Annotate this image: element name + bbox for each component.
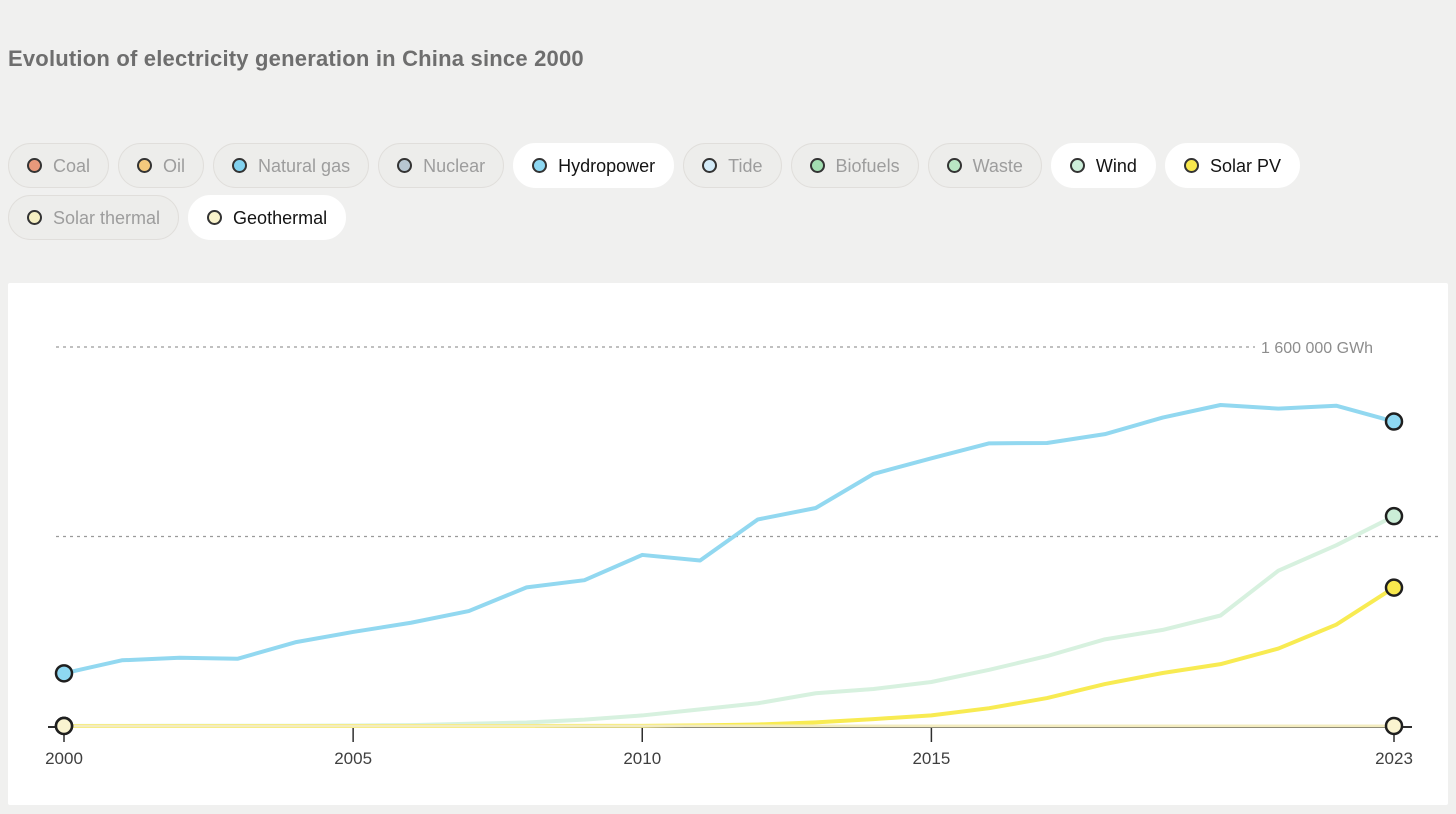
legend-pill-label: Solar PV [1209, 155, 1281, 176]
marker-hydropower-2023[interactable] [1384, 412, 1404, 431]
chart-svg[interactable]: 1 600 000 GWh 2000 2005 2010 2015 2023 [8, 283, 1448, 805]
legend-pill-oil[interactable]: Oil [118, 143, 205, 188]
legend-pill-label: Solar thermal [53, 207, 161, 228]
legend-pill-nuclear[interactable]: Nuclear [378, 143, 505, 188]
legend-pill-solar-thermal[interactable]: Solar thermal [8, 195, 180, 240]
natural-gas-series-dot-icon [232, 158, 248, 173]
gridline-label: 1 600 000 GWh [1261, 340, 1373, 357]
page-title: Evolution of electricity generation in C… [8, 46, 584, 71]
oil-series-dot-icon [137, 158, 153, 173]
line-hydropower [62, 402, 1396, 676]
legend-pill-label: Waste [972, 155, 1023, 176]
geothermal-series-dot-icon [207, 210, 223, 225]
legend-pill-label: Tide [728, 155, 763, 176]
legend-pill-label: Coal [53, 155, 91, 176]
legend-pill-label: Wind [1095, 155, 1137, 176]
x-tick-label-2000: 2000 [45, 749, 83, 768]
x-tick-label-2010: 2010 [623, 749, 661, 768]
legend-pill-label: Nuclear [423, 155, 486, 176]
x-tick-label-2005: 2005 [334, 749, 372, 768]
legend-pill-natural-gas[interactable]: Natural gas [213, 143, 370, 188]
legend-pill-label: Biofuels [835, 155, 900, 176]
solar-thermal-series-dot-icon [27, 210, 42, 225]
x-tick-label-2015: 2015 [912, 749, 950, 768]
legend-pill-label: Hydropower [558, 155, 656, 176]
solar-pv-series-dot-icon [1183, 158, 1199, 173]
legend-pill-coal[interactable]: Coal [8, 143, 110, 188]
legend-pill-solar-pv[interactable]: Solar PV [1164, 143, 1300, 188]
marker-solar-pv-2023[interactable] [1384, 578, 1404, 597]
coal-series-dot-icon [27, 158, 42, 173]
marker-hydropower-2000[interactable] [54, 664, 74, 683]
wind-series-dot-icon [1069, 158, 1085, 173]
hydropower-series-dot-icon [532, 158, 548, 173]
legend-pill-label: Geothermal [233, 207, 328, 228]
tide-series-dot-icon [702, 158, 718, 173]
legend-pill-biofuels[interactable]: Biofuels [790, 143, 919, 188]
biofuels-series-dot-icon [809, 158, 825, 173]
chart-card: 1 600 000 GWh 2000 2005 2010 2015 2023 [8, 283, 1448, 805]
marker-geothermal-2000[interactable] [54, 716, 74, 736]
legend-pill-label: Oil [163, 155, 186, 176]
legend: Coal Oil Natural gas Nuclear Hydropower Tide B… [8, 143, 1416, 240]
marker-wind-2023[interactable] [1384, 506, 1404, 526]
waste-series-dot-icon [946, 158, 962, 173]
legend-pill-geothermal[interactable]: Geothermal [188, 195, 347, 240]
x-tick-label-2023: 2023 [1375, 749, 1413, 768]
legend-pill-label: Natural gas [258, 155, 351, 176]
legend-pill-wind[interactable]: Wind [1050, 143, 1156, 188]
legend-pill-waste[interactable]: Waste [927, 143, 1042, 188]
legend-pill-hydropower[interactable]: Hydropower [513, 143, 675, 188]
marker-geothermal-2023[interactable] [1384, 716, 1404, 736]
line-wind [62, 514, 1396, 728]
legend-pill-tide[interactable]: Tide [683, 143, 782, 188]
nuclear-series-dot-icon [397, 158, 413, 173]
